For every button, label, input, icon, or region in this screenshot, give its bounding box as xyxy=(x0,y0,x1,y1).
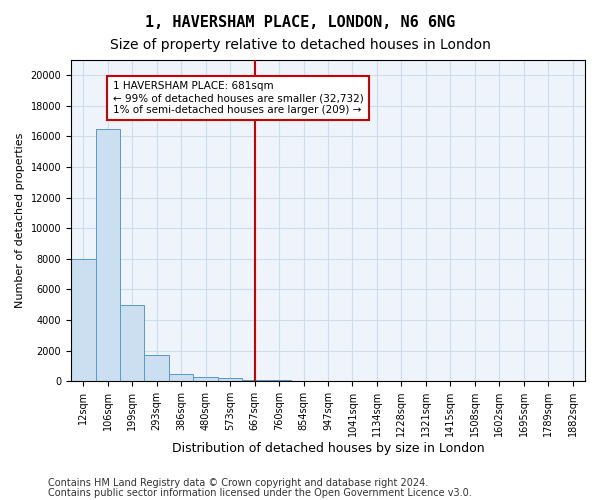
Text: Contains public sector information licensed under the Open Government Licence v3: Contains public sector information licen… xyxy=(48,488,472,498)
Text: Size of property relative to detached houses in London: Size of property relative to detached ho… xyxy=(110,38,490,52)
Bar xyxy=(95,129,120,381)
Text: 1 HAVERSHAM PLACE: 681sqm
← 99% of detached houses are smaller (32,732)
1% of se: 1 HAVERSHAM PLACE: 681sqm ← 99% of detac… xyxy=(113,82,364,114)
Bar xyxy=(218,378,242,381)
X-axis label: Distribution of detached houses by size in London: Distribution of detached houses by size … xyxy=(172,442,484,455)
Y-axis label: Number of detached properties: Number of detached properties xyxy=(15,133,25,308)
Bar xyxy=(267,380,292,381)
Bar xyxy=(71,259,95,381)
Bar xyxy=(145,355,169,381)
Bar xyxy=(120,304,145,381)
Bar xyxy=(169,374,193,381)
Text: Contains HM Land Registry data © Crown copyright and database right 2024.: Contains HM Land Registry data © Crown c… xyxy=(48,478,428,488)
Bar xyxy=(193,376,218,381)
Text: 1, HAVERSHAM PLACE, LONDON, N6 6NG: 1, HAVERSHAM PLACE, LONDON, N6 6NG xyxy=(145,15,455,30)
Bar xyxy=(242,380,267,381)
